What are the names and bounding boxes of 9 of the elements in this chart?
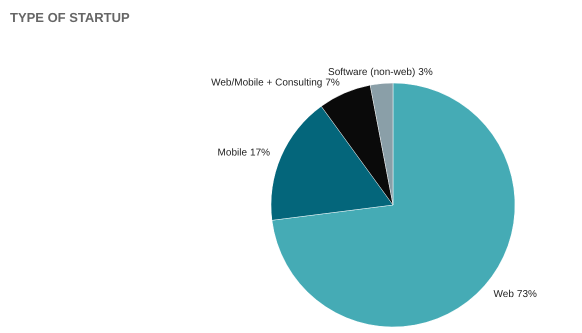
slice-label: Web (494, 289, 514, 300)
data-label: 17% (250, 147, 270, 158)
slice-label: Web/Mobile + Consulting (211, 78, 322, 89)
text: TYPE OF STARTUP (10, 10, 130, 25)
data-label: 73% (516, 289, 538, 300)
slice-label: Mobile (218, 147, 248, 158)
data-label: 7% (325, 78, 340, 89)
slice-label: Software (non-web) (328, 67, 416, 78)
data-label: 3% (418, 67, 433, 78)
